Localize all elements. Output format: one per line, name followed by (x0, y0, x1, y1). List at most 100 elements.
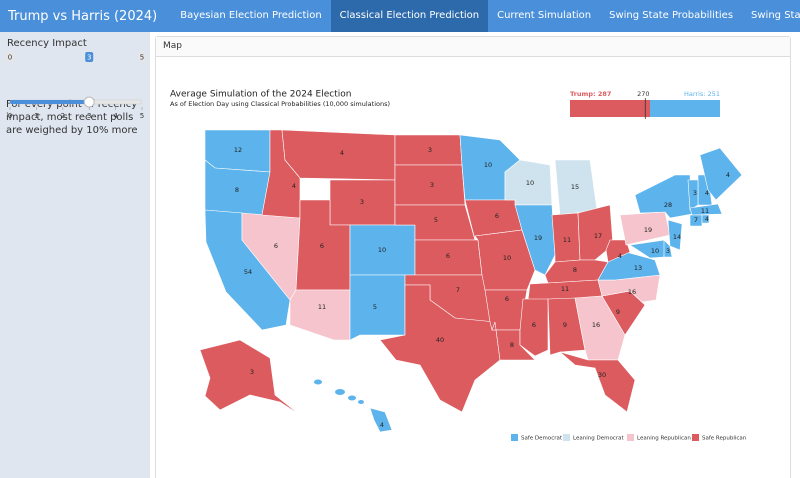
ev-bar-harris (650, 100, 720, 117)
state (289, 289, 351, 341)
state-votes: 12 (234, 146, 242, 154)
state-votes: 11 (318, 303, 326, 311)
state-votes: 54 (244, 268, 252, 276)
legend-label: Leaning Democrat (573, 436, 624, 442)
state (701, 214, 710, 224)
state-votes: 16 (592, 321, 600, 329)
state-votes: 11 (701, 207, 709, 215)
legend-label: Safe Republican (702, 436, 747, 442)
slider-handle[interactable] (83, 96, 95, 108)
state (663, 239, 673, 258)
slider-tick-label: 3 (87, 112, 91, 120)
slider-tick-label: 4 (113, 112, 118, 120)
sidebar: Recency Impact For every point of recenc… (0, 32, 150, 478)
state (667, 219, 683, 251)
state-votes: 28 (664, 201, 672, 209)
state (577, 204, 614, 261)
state-votes: 5 (434, 216, 438, 224)
legend-swatch (511, 434, 518, 441)
state (281, 129, 396, 181)
state-votes: 3 (693, 189, 697, 197)
state-votes: 6 (274, 242, 278, 250)
nav-tab[interactable]: Swing State Polling (751, 10, 800, 21)
state-votes: 14 (673, 233, 681, 241)
legend-swatch (627, 434, 634, 441)
navbar: Trump vs Harris (2024) Bayesian Election… (0, 0, 800, 32)
state-votes: 10 (484, 161, 492, 169)
state-votes: 4 (726, 171, 730, 179)
state-votes: 3 (428, 146, 432, 154)
state (379, 284, 501, 413)
slider-tick-label: 0 (8, 112, 12, 120)
legend-label: Leaning Republican (637, 436, 691, 442)
nav-tab[interactable]: Bayesian Election Prediction (180, 10, 322, 21)
state-votes: 7 (694, 216, 698, 224)
state-votes: 8 (573, 266, 577, 274)
state (689, 203, 723, 216)
state-votes: 5 (373, 303, 377, 311)
ev-harris-label: Harris: 251 (684, 90, 720, 98)
state-votes: 4 (292, 182, 296, 190)
slider-fill (10, 100, 90, 104)
state-votes: 10 (503, 254, 511, 262)
island (358, 400, 364, 404)
slider-tick-label: 5 (140, 112, 144, 120)
state-votes: 9 (563, 321, 567, 329)
nav-tab[interactable]: Current Simulation (497, 10, 592, 21)
ev-trump-label: Trump: 287 (570, 90, 611, 98)
state-votes: 8 (510, 341, 514, 349)
island (314, 379, 322, 385)
app-title[interactable]: Trump vs Harris (2024) (8, 8, 158, 24)
state-votes: 11 (561, 285, 569, 293)
state-votes: 17 (594, 232, 602, 240)
state-votes: 6 (495, 212, 499, 220)
state-votes: 10 (378, 246, 386, 254)
panel-header: Map (156, 37, 790, 57)
state-votes: 13 (634, 264, 642, 272)
state (689, 214, 703, 227)
ev-majority-label: 270 (637, 90, 649, 98)
state-votes: 6 (505, 295, 509, 303)
state-votes: 10 (526, 179, 534, 187)
state-votes: 3 (360, 198, 364, 206)
slider-min-box (6, 52, 14, 62)
nav-tab[interactable]: Classical Election Prediction (330, 0, 489, 32)
state-votes: 4 (380, 421, 384, 429)
slider-value: 3 (87, 54, 91, 62)
state-votes: 6 (320, 242, 324, 250)
state-votes: 40 (436, 336, 444, 344)
slider-max-box (138, 52, 146, 62)
state-votes: 7 (456, 286, 460, 294)
state (605, 239, 631, 263)
slider-min: 0 (8, 54, 12, 62)
state-votes: 30 (598, 371, 606, 379)
state-votes: 4 (705, 189, 709, 197)
state-votes: 11 (563, 236, 571, 244)
state-votes: 4 (340, 149, 344, 157)
state-votes: 3 (430, 181, 434, 189)
state-votes: 16 (628, 288, 636, 296)
state-votes: 3 (666, 247, 670, 255)
state-votes: 19 (644, 226, 652, 234)
state-votes: 15 (571, 183, 579, 191)
state-votes: 4 (618, 252, 622, 260)
ev-bar-trump (570, 100, 651, 117)
state-votes: 19 (534, 234, 542, 242)
state-votes: 6 (532, 321, 536, 329)
chart-title: Average Simulation of the 2024 Election (170, 90, 351, 100)
state (369, 407, 393, 433)
state (699, 147, 743, 201)
state (559, 351, 636, 413)
slider-label: Recency Impact (7, 38, 87, 49)
state (349, 274, 406, 341)
state-votes: 6 (446, 252, 450, 260)
slider-tick-label: 1 (34, 112, 38, 120)
state-votes: 10 (651, 247, 659, 255)
state (634, 174, 693, 219)
slider-value-box (85, 52, 94, 62)
nav-tab[interactable]: Swing State Probabilities (609, 10, 734, 21)
chart-subtitle: As of Election Day using Classical Proba… (170, 100, 390, 108)
slider-max: 5 (140, 54, 144, 62)
legend-swatch (563, 434, 570, 441)
